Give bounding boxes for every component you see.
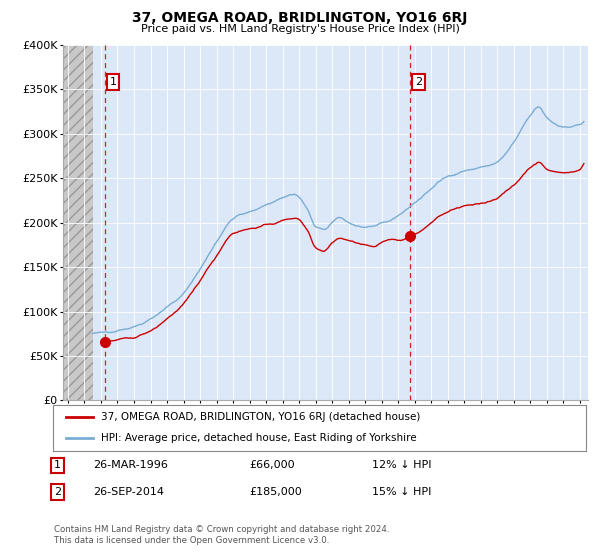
Bar [63, 45, 93, 400]
Text: £66,000: £66,000 [249, 460, 295, 470]
Text: 2: 2 [54, 487, 61, 497]
Text: £185,000: £185,000 [249, 487, 302, 497]
Text: 12% ↓ HPI: 12% ↓ HPI [372, 460, 431, 470]
Text: HPI: Average price, detached house, East Riding of Yorkshire: HPI: Average price, detached house, East… [101, 433, 416, 444]
Text: 37, OMEGA ROAD, BRIDLINGTON, YO16 6RJ (detached house): 37, OMEGA ROAD, BRIDLINGTON, YO16 6RJ (d… [101, 412, 420, 422]
Text: 15% ↓ HPI: 15% ↓ HPI [372, 487, 431, 497]
Text: Price paid vs. HM Land Registry's House Price Index (HPI): Price paid vs. HM Land Registry's House … [140, 24, 460, 34]
Text: 2: 2 [415, 77, 422, 87]
Text: 26-MAR-1996: 26-MAR-1996 [93, 460, 168, 470]
Text: 1: 1 [54, 460, 61, 470]
Text: 26-SEP-2014: 26-SEP-2014 [93, 487, 164, 497]
Text: 37, OMEGA ROAD, BRIDLINGTON, YO16 6RJ: 37, OMEGA ROAD, BRIDLINGTON, YO16 6RJ [133, 11, 467, 25]
Text: Contains HM Land Registry data © Crown copyright and database right 2024.
This d: Contains HM Land Registry data © Crown c… [54, 525, 389, 545]
Text: 1: 1 [110, 77, 117, 87]
